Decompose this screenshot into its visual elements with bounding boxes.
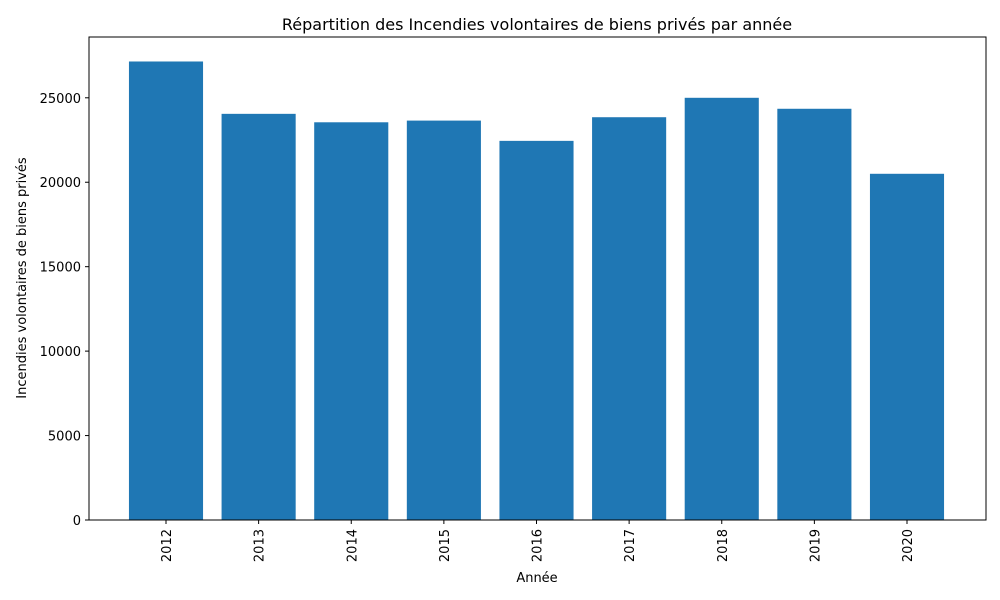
y-tick-label-10000: 10000	[40, 345, 81, 360]
x-tick-label-2013: 2013	[253, 529, 268, 562]
y-axis-title: Incendies volontaires de biens privés	[15, 157, 30, 399]
x-tick-label-2019: 2019	[808, 529, 823, 562]
y-axis: 0 5000 10000 15000 20000 25000	[40, 92, 89, 529]
plot-frame	[88, 36, 987, 521]
bar-2018	[684, 97, 759, 520]
y-tick-label-25000: 25000	[40, 92, 81, 107]
bar-2016	[499, 140, 574, 521]
y-tick-label-0: 0	[73, 514, 81, 529]
bar-2015	[406, 120, 481, 520]
bar-2019	[777, 108, 852, 520]
x-tick-label-2018: 2018	[716, 529, 731, 562]
bar-2012	[128, 61, 204, 520]
chart-title: Répartition des Incendies volontaires de…	[282, 15, 792, 34]
x-tick-label-2015: 2015	[438, 529, 453, 562]
x-tick-label-2020: 2020	[901, 529, 916, 562]
x-tick-label-2012: 2012	[160, 529, 175, 562]
x-tick-label-2016: 2016	[531, 529, 546, 562]
x-tick-label-2014: 2014	[345, 529, 360, 562]
bar-2013	[221, 113, 296, 520]
y-tick-label-5000: 5000	[48, 430, 81, 445]
bar-2020	[869, 173, 945, 520]
x-axis: 2012 2013 2014 2015 2016 2017 2018 2019 2020	[160, 520, 916, 562]
x-tick-label-2017: 2017	[623, 529, 638, 562]
y-tick-label-15000: 15000	[40, 261, 81, 276]
y-tick-label-20000: 20000	[40, 176, 81, 191]
bar-2014	[314, 122, 389, 520]
x-axis-title: Année	[516, 571, 557, 586]
bar-2017	[592, 117, 667, 520]
bars-group	[128, 61, 945, 521]
